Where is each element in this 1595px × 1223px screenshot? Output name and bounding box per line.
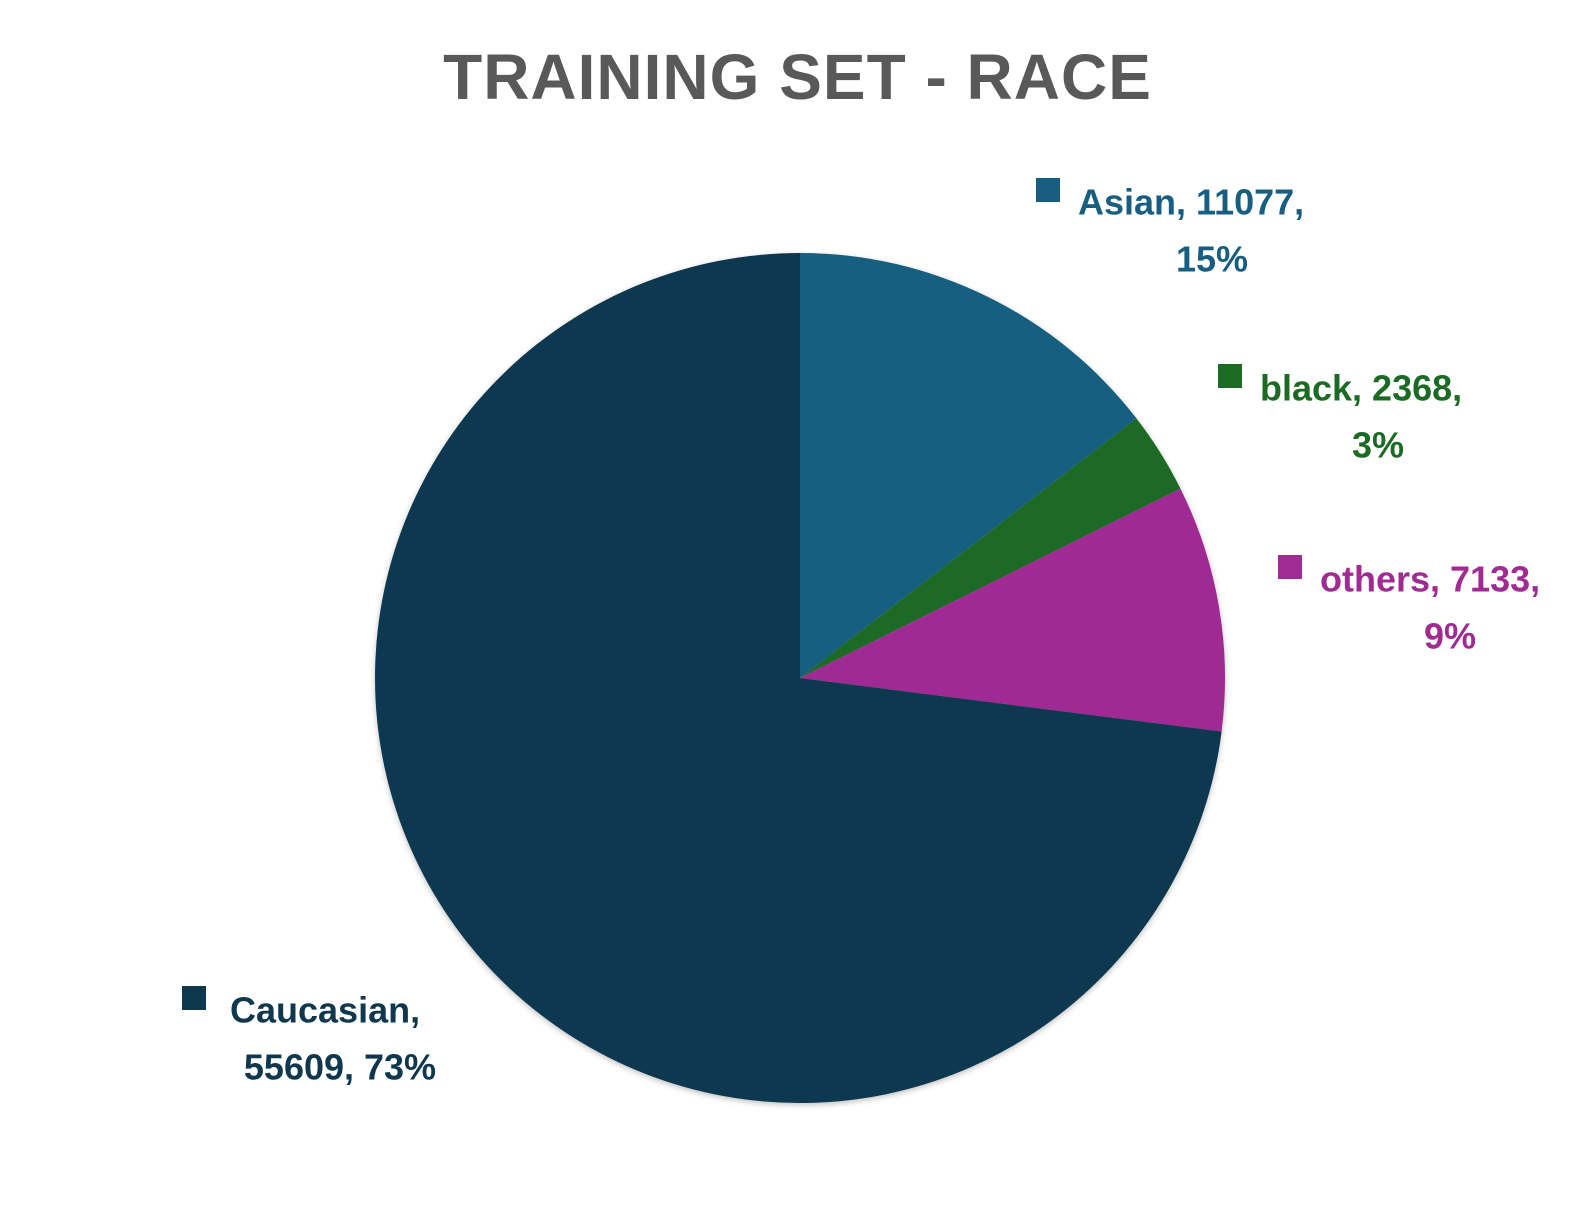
pie-slice-black bbox=[800, 418, 1181, 678]
data-label-asian-line1: Asian, 11077, bbox=[1078, 182, 1304, 223]
legend-swatch-caucasian bbox=[182, 986, 206, 1010]
data-label-others-line1: others, 7133, bbox=[1320, 559, 1540, 600]
pie-slice-asian bbox=[800, 253, 1137, 678]
pie-slice-others bbox=[800, 488, 1225, 732]
legend-swatch-asian bbox=[1036, 178, 1060, 202]
data-label-asian-line2: 15% bbox=[1176, 239, 1248, 280]
pie-slice-caucasian bbox=[374, 253, 1222, 1104]
data-label-caucasian-line1: Caucasian, bbox=[230, 990, 420, 1031]
data-label-black-line1: black, 2368, bbox=[1260, 368, 1462, 409]
data-label-black-line2: 3% bbox=[1352, 425, 1404, 466]
data-label-others-line2: 9% bbox=[1424, 616, 1476, 657]
chart-title: TRAINING SET - RACE bbox=[443, 41, 1152, 113]
legend-swatch-others bbox=[1278, 555, 1302, 579]
data-label-caucasian-line2: 55609, 73% bbox=[244, 1047, 436, 1088]
legend-swatch-black bbox=[1218, 364, 1242, 388]
